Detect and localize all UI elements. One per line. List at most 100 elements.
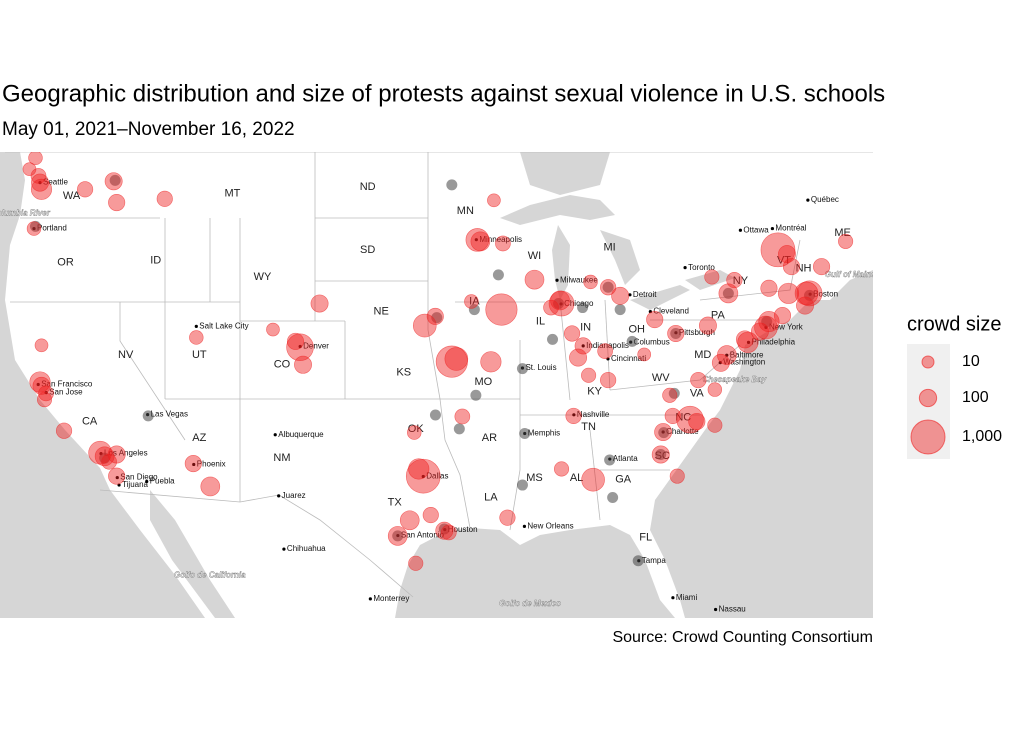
city-label: Cincinnati [611,354,646,363]
protest-point [597,343,613,359]
city-label: Boston [813,289,838,298]
state-label: MD [694,349,711,361]
protest-point [662,387,678,403]
protest-point [399,510,420,531]
protest-point [543,299,559,316]
protest-point [704,269,720,285]
city-label: Columbus [634,337,670,346]
protest-point [464,294,479,309]
state-label: UT [192,349,207,361]
state-label: IA [469,295,480,307]
city-label: Pittsburgh [679,328,715,337]
legend-key [918,388,938,408]
city-dot [770,226,775,231]
state-label: MS [526,472,543,484]
protest-point [718,283,739,304]
city-label: Puebla [150,477,175,486]
points [22,152,854,571]
state-label: NC [675,412,691,424]
protest-point [664,407,681,424]
protest-point [480,351,502,373]
state-label: ID [150,254,161,266]
water-labels: Columbia River Golfo de California Golfo d… [0,208,876,608]
subtitle: May 01, 2021–November 16, 2022 [2,119,295,140]
protest-point [30,168,47,184]
protest-point [405,458,441,494]
state-label: TN [581,421,596,433]
protest-point [667,324,685,343]
protest-point [156,190,173,207]
legend-label: 100 [962,389,989,406]
protest-point [36,392,53,408]
city-label: Atlanta [613,454,638,463]
protest-point [838,233,854,249]
legend-label: 1,000 [962,428,1002,445]
protest-point [760,279,778,297]
state-label: IN [580,321,591,333]
city-label: Portland [37,224,67,233]
protest-point [487,193,501,208]
unknown-point [722,287,734,299]
protest-point [707,417,723,433]
protest-point [440,524,457,541]
legend-key [910,419,946,455]
city-label: Los Angeles [104,449,148,458]
state-label: OH [628,323,645,335]
state-label: NE [374,305,389,317]
protest-point [581,467,605,492]
state-labels: WAORMTIDWYNDSDNEUTNVCOCAAZNMKSOKTXMNIAMO… [57,181,851,544]
city-label: Miami [676,593,698,602]
protest-point [184,455,202,473]
protest-point [408,555,424,571]
legend-label: 10 [962,353,980,370]
protest-point [726,271,743,289]
protest-point [30,178,53,200]
protest-point [600,372,617,389]
city-label: Phoenix [197,460,226,469]
water-label: Chesapeake Bay [703,375,767,384]
city-label: New York [769,322,804,331]
state-label: WA [63,190,81,202]
city-dot [145,479,149,484]
protest-point [796,296,814,315]
city-dot [746,340,751,344]
protest-point [773,307,792,325]
city-dot [36,382,40,387]
unknown-point [516,363,528,375]
city-label: San Jose [49,388,83,397]
unknown-point [519,427,531,439]
city-dot [683,266,687,270]
city-label: San Diego [120,473,158,482]
city-dot [368,597,372,601]
city-label: Houston [448,525,478,534]
unknown-point [553,298,565,310]
city-label: Dallas [426,472,448,481]
protest-point [524,269,545,290]
city-label: San Francisco [41,380,93,389]
protest-point [499,509,516,526]
city-label: Detroit [633,290,657,299]
unknown-point [607,491,619,503]
protest-point [735,330,754,349]
state-label: VT [777,254,791,266]
protest-point [407,425,422,440]
city-dot [671,596,675,600]
protest-point [554,461,570,477]
protest-point [698,316,717,335]
city-dot [192,462,196,467]
city-dot [628,293,632,297]
protest-point [387,526,408,546]
city-label: Nassau [719,605,746,614]
state-label: WI [528,250,541,262]
unknown-point [632,555,644,567]
unknown-point [492,269,504,281]
protest-point [760,232,796,268]
water-label: Gulf of Maine [825,270,876,279]
city-label: Memphis [528,429,560,438]
water-bodies [0,152,873,618]
protest-point [777,282,800,304]
protest-point [38,385,54,402]
protest-point [470,231,491,252]
protest-point [435,521,454,540]
protest-point [550,290,570,311]
